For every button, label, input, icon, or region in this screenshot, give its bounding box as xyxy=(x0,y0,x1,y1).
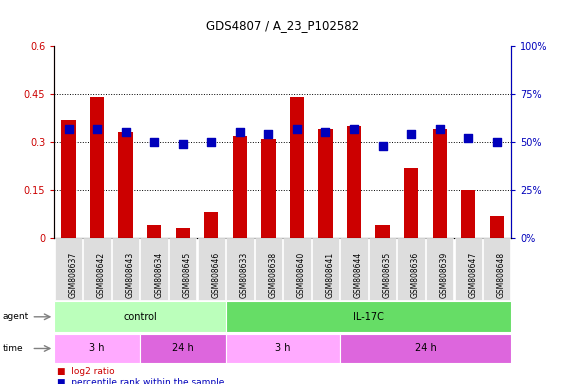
Bar xyxy=(461,190,475,238)
Text: GSM808635: GSM808635 xyxy=(383,252,392,298)
Bar xyxy=(147,225,162,238)
Point xyxy=(235,129,244,136)
Bar xyxy=(319,129,332,238)
Point xyxy=(121,129,130,136)
Bar xyxy=(376,225,389,238)
Text: 3 h: 3 h xyxy=(89,343,105,354)
Bar xyxy=(90,97,104,238)
Text: GSM808645: GSM808645 xyxy=(183,252,192,298)
Bar xyxy=(61,120,75,238)
Point xyxy=(178,141,187,147)
Point xyxy=(349,126,359,132)
Bar xyxy=(290,97,304,238)
Point xyxy=(492,139,501,145)
Bar xyxy=(490,216,504,238)
Bar xyxy=(262,139,275,238)
Point xyxy=(93,126,102,132)
Bar xyxy=(340,334,511,363)
Bar xyxy=(433,129,447,238)
Text: agent: agent xyxy=(3,312,29,321)
Text: GSM808642: GSM808642 xyxy=(97,252,106,298)
Text: GSM808637: GSM808637 xyxy=(69,252,78,298)
Bar xyxy=(233,136,247,238)
Text: GSM808638: GSM808638 xyxy=(268,252,278,298)
Text: GSM808646: GSM808646 xyxy=(211,252,220,298)
Text: ■  log2 ratio: ■ log2 ratio xyxy=(57,367,115,376)
Bar xyxy=(347,126,361,238)
Point xyxy=(321,129,330,136)
Text: time: time xyxy=(3,344,23,353)
Bar xyxy=(226,334,340,363)
Point xyxy=(207,139,216,145)
Point xyxy=(264,131,273,137)
Text: GSM808641: GSM808641 xyxy=(325,252,335,298)
Bar xyxy=(54,301,226,332)
Bar xyxy=(404,168,418,238)
Text: IL-17C: IL-17C xyxy=(353,312,384,322)
Text: GSM808644: GSM808644 xyxy=(354,252,363,298)
Text: 24 h: 24 h xyxy=(172,343,194,354)
Text: GSM808640: GSM808640 xyxy=(297,252,306,298)
Text: ■  percentile rank within the sample: ■ percentile rank within the sample xyxy=(57,378,224,384)
Bar xyxy=(140,334,226,363)
Point xyxy=(292,126,301,132)
Text: GSM808633: GSM808633 xyxy=(240,252,249,298)
Bar xyxy=(54,334,140,363)
Bar xyxy=(119,132,132,238)
Text: GSM808647: GSM808647 xyxy=(468,252,477,298)
Text: GSM808634: GSM808634 xyxy=(154,252,163,298)
Text: GSM808639: GSM808639 xyxy=(440,252,449,298)
Bar xyxy=(204,212,218,238)
Text: GSM808648: GSM808648 xyxy=(497,252,506,298)
Text: GSM808636: GSM808636 xyxy=(411,252,420,298)
Text: 24 h: 24 h xyxy=(415,343,436,354)
Point xyxy=(64,126,73,132)
Text: GSM808643: GSM808643 xyxy=(126,252,135,298)
Bar xyxy=(176,228,190,238)
Point xyxy=(464,135,473,141)
Point xyxy=(150,139,159,145)
Point xyxy=(407,131,416,137)
Text: 3 h: 3 h xyxy=(275,343,291,354)
Point xyxy=(435,126,444,132)
Text: GDS4807 / A_23_P102582: GDS4807 / A_23_P102582 xyxy=(206,19,359,32)
Bar xyxy=(226,301,511,332)
Text: control: control xyxy=(123,312,157,322)
Point xyxy=(378,143,387,149)
